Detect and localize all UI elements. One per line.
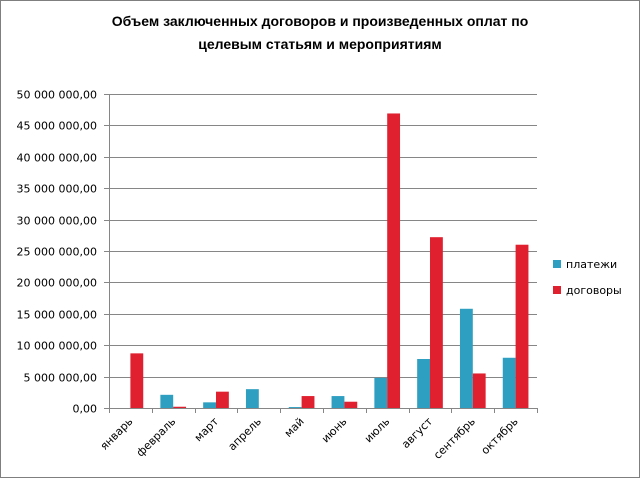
chart-title-line-1: Объем заключенных договоров и произведен… [112, 13, 529, 29]
bar-платежи [288, 407, 302, 408]
y-tick-label: 15 000 000,00 [17, 309, 97, 322]
y-tick-label: 45 000 000,00 [17, 120, 97, 133]
x-tick-label: июль [362, 415, 392, 445]
bar-платежи [331, 396, 345, 408]
y-tick-label: 10 000 000,00 [17, 340, 97, 353]
bar-платежи [203, 402, 216, 408]
bar-договоры [515, 244, 529, 408]
x-tick-label: февраль [134, 415, 178, 459]
y-tick-label: 5 000 000,00 [24, 372, 97, 385]
bar-договоры [472, 373, 486, 408]
bar-договоры [173, 406, 187, 408]
bar-договоры [216, 391, 229, 408]
y-tick-label: 25 000 000,00 [17, 246, 97, 259]
bar-платежи [374, 377, 388, 408]
bar-договоры [130, 353, 144, 408]
y-axis-ticks: 0,00 5 000 000,00 10 000 000,00 15 000 000,… [17, 89, 109, 416]
legend-label-платежи: платежи [566, 258, 617, 271]
bar-платежи [502, 357, 516, 408]
legend-label-договоры: договоры [566, 284, 622, 297]
bar-договоры [344, 401, 358, 408]
bar-платежи [459, 308, 473, 408]
legend-swatch-платежи [553, 260, 561, 268]
legend: платежи договоры [553, 258, 622, 297]
bar-договоры [387, 113, 401, 408]
y-tick-label: 35 000 000,00 [17, 183, 97, 196]
x-tick-label: январь [98, 415, 136, 453]
x-tick-label: октябрь [479, 415, 521, 457]
y-tick-label: 0,00 [73, 403, 98, 416]
x-tick-label: август [399, 415, 435, 451]
bar-платежи [417, 359, 430, 408]
x-tick-label: сентябрь [431, 415, 478, 462]
bar-договоры [430, 237, 443, 408]
x-tick-label: май [282, 415, 307, 440]
y-tick-label: 50 000 000,00 [17, 89, 97, 102]
legend-swatch-договоры [553, 286, 561, 294]
y-tick-label: 20 000 000,00 [17, 277, 97, 290]
x-tick-label: апрель [226, 415, 264, 453]
chart-title-line-2: целевым статьям и мероприятиям [198, 36, 442, 52]
bar-платежи [245, 389, 259, 408]
bars [130, 113, 529, 408]
x-tick-label: июнь [319, 415, 349, 445]
y-tick-label: 40 000 000,00 [17, 152, 97, 165]
x-tick-label: март [192, 415, 222, 445]
bar-договоры [301, 396, 315, 408]
y-tick-label: 30 000 000,00 [17, 215, 97, 228]
bar-платежи [160, 394, 174, 408]
